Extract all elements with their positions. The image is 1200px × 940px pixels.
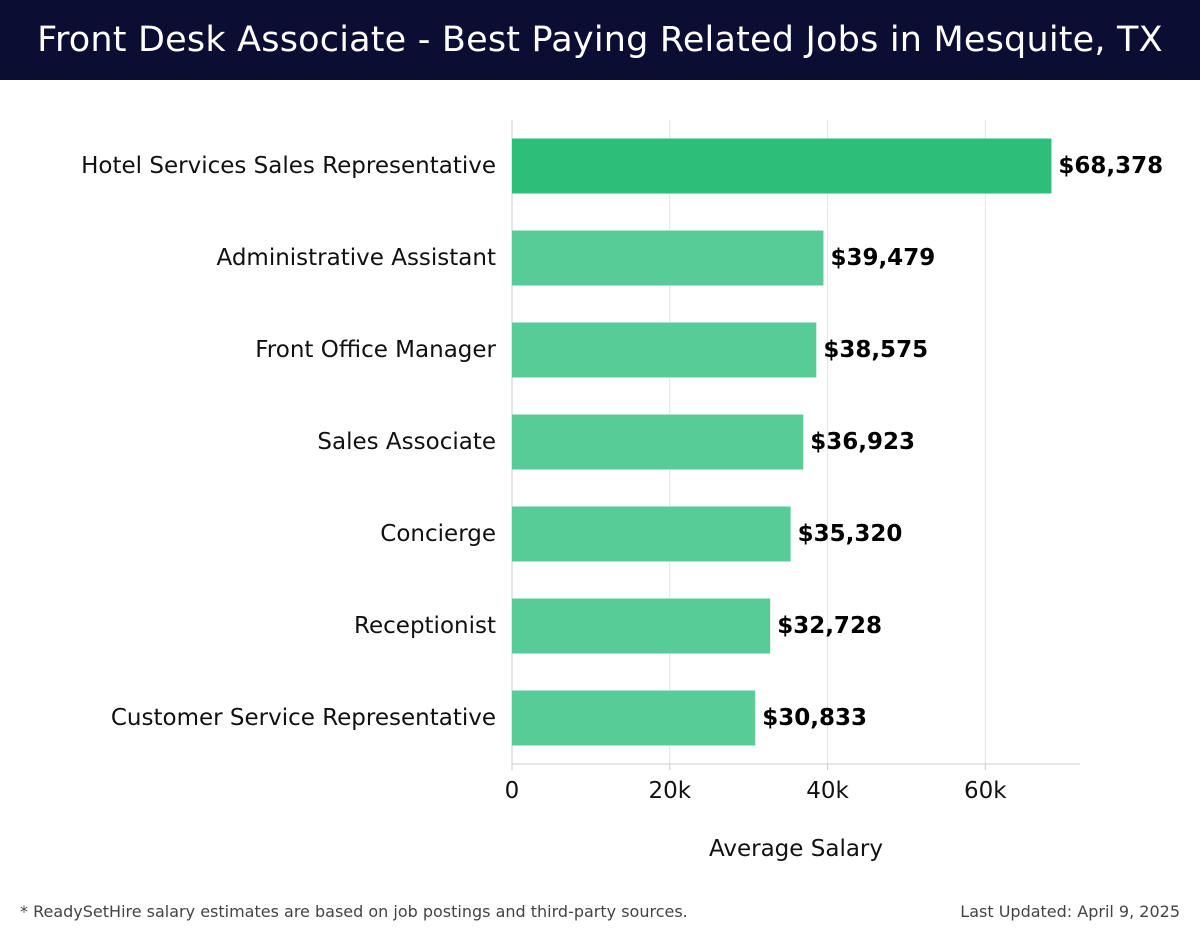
category-label: Front Office Manager: [255, 337, 496, 363]
category-label: Concierge: [380, 521, 496, 547]
value-label: $39,479: [830, 245, 935, 271]
bar: [512, 322, 817, 378]
value-label: $35,320: [798, 521, 903, 547]
category-label: Hotel Services Sales Representative: [81, 153, 496, 179]
salary-bar-chart: Hotel Services Sales Representative $68,3…: [81, 120, 1163, 862]
category-label: Administrative Assistant: [216, 245, 496, 271]
bar: [512, 138, 1052, 194]
chart-header: Front Desk Associate - Best Paying Relat…: [0, 0, 1200, 80]
x-tick-label: 0: [505, 778, 520, 804]
bar: [512, 598, 771, 654]
bar: [512, 690, 756, 746]
bar: [512, 230, 824, 286]
bar: [512, 414, 804, 470]
source-footnote: * ReadySetHire salary estimates are base…: [20, 902, 688, 921]
x-tick-label: 60k: [964, 778, 1007, 804]
value-label: $36,923: [810, 429, 915, 455]
category-label: Sales Associate: [317, 429, 496, 455]
category-label: Receptionist: [354, 613, 496, 639]
value-label: $30,833: [762, 705, 867, 731]
x-tick-label: 20k: [648, 778, 691, 804]
value-label: $32,728: [777, 613, 882, 639]
category-label: Customer Service Representative: [111, 705, 496, 731]
last-updated: Last Updated: April 9, 2025: [960, 902, 1180, 921]
chart-title: Front Desk Associate - Best Paying Relat…: [37, 20, 1163, 60]
x-tick-label: 40k: [806, 778, 849, 804]
x-axis-title: Average Salary: [709, 836, 883, 862]
bar: [512, 506, 791, 562]
value-label: $38,575: [823, 337, 928, 363]
value-label: $68,378: [1058, 153, 1163, 179]
